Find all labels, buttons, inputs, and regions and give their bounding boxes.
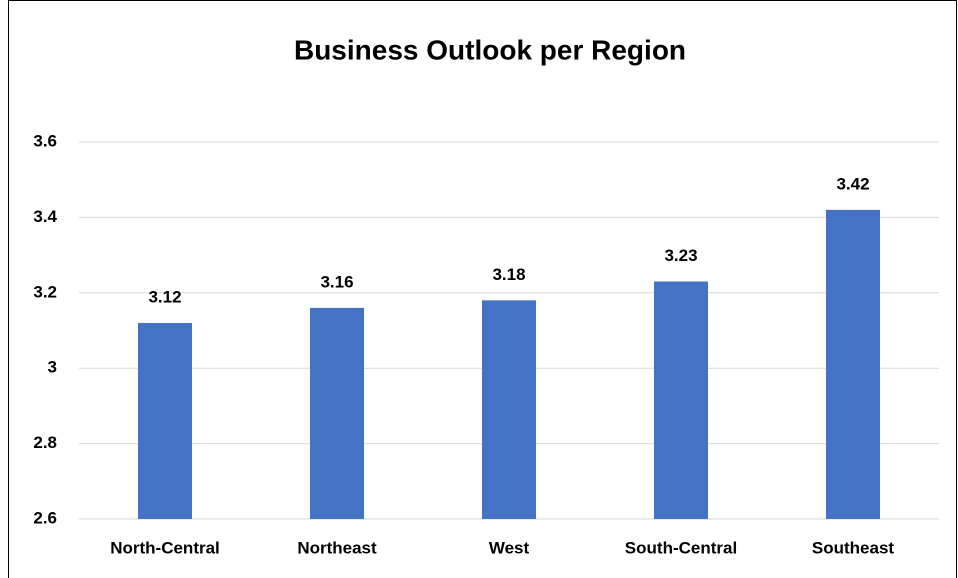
- x-tick-label: Southeast: [812, 538, 895, 557]
- bar: [654, 281, 708, 519]
- bar: [138, 322, 192, 519]
- bar: [482, 300, 536, 519]
- x-tick-label: West: [489, 538, 530, 557]
- bar: [310, 307, 364, 519]
- x-tick-label: North-Central: [110, 538, 220, 557]
- bar: [826, 209, 880, 520]
- y-tick-label: 3.4: [33, 207, 57, 226]
- data-label: 3.12: [148, 287, 181, 306]
- data-label: 3.42: [836, 174, 869, 193]
- y-tick-label: 2.8: [33, 433, 57, 452]
- y-tick-label: 3.6: [33, 131, 57, 150]
- y-tick-label: 2.6: [33, 508, 57, 527]
- y-tick-label: 3: [48, 358, 57, 377]
- data-label: 3.23: [664, 246, 697, 265]
- data-label: 3.18: [492, 265, 525, 284]
- chart-title: Business Outlook per Region: [294, 34, 686, 65]
- x-tick-label: South-Central: [625, 538, 737, 557]
- y-tick-label: 3.2: [33, 282, 57, 301]
- x-tick-label: Northeast: [297, 538, 377, 557]
- chart-border: [8, 0, 957, 578]
- data-label: 3.16: [320, 272, 353, 291]
